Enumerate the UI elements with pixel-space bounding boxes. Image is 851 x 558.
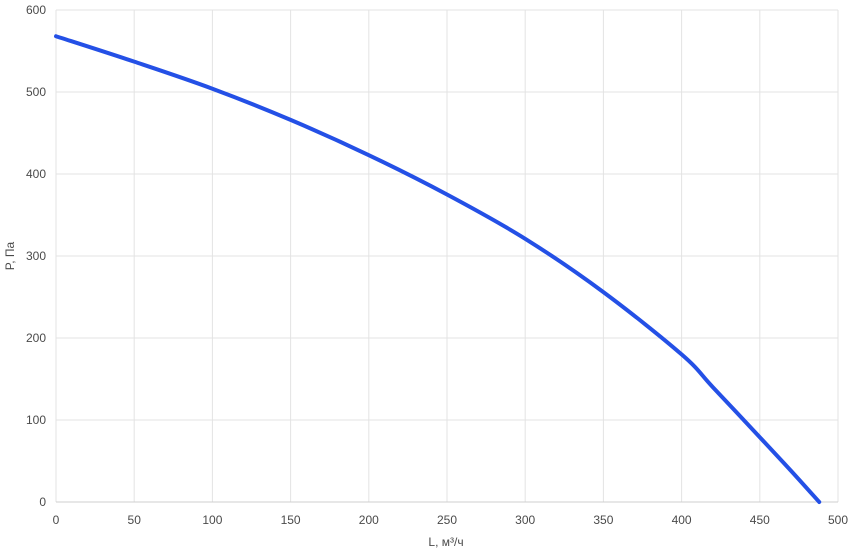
y-tick-label: 300 (26, 249, 46, 263)
x-tick-label: 100 (202, 513, 222, 527)
series-layer (54, 34, 822, 504)
y-tick-label: 200 (26, 331, 46, 345)
series-line (54, 34, 822, 504)
x-tick-label: 200 (359, 513, 379, 527)
x-tick-label: 350 (593, 513, 613, 527)
label-layer: L, м³/ч P, Па (3, 241, 464, 549)
grid-layer (55, 9, 839, 503)
axis-layer: 0 50 100 150 200 250 300 350 400 450 500 0 100 200 300… (26, 3, 848, 527)
y-tick-label: 0 (39, 495, 46, 509)
x-tick-label: 0 (53, 513, 60, 527)
y-axis-title: P, Па (3, 241, 17, 270)
x-tick-label: 250 (437, 513, 457, 527)
y-tick-label: 400 (26, 167, 46, 181)
y-tick-label: 500 (26, 85, 46, 99)
y-tick-label: 100 (26, 413, 46, 427)
x-tick-label: 300 (515, 513, 535, 527)
x-tick-label: 50 (128, 513, 142, 527)
x-tick-label: 500 (828, 513, 848, 527)
x-tick-label: 150 (281, 513, 301, 527)
x-tick-label: 450 (750, 513, 770, 527)
x-tick-label: 400 (672, 513, 692, 527)
y-tick-label: 600 (26, 3, 46, 17)
x-axis-title: L, м³/ч (428, 535, 463, 549)
